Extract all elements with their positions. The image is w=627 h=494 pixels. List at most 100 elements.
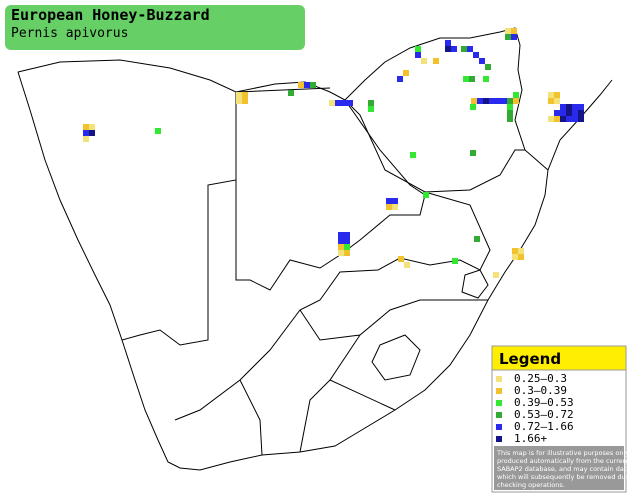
record-cell xyxy=(467,46,473,52)
zimbabwe-border xyxy=(344,99,525,193)
record-cell xyxy=(89,130,95,136)
note-line: This map is for illustrative purposes on… xyxy=(496,449,627,457)
northern-border xyxy=(17,27,549,171)
record-cell xyxy=(463,76,469,82)
record-cell xyxy=(452,258,458,264)
subtitle: Pernis apivorus xyxy=(11,26,128,41)
note-line: SABAP2 database, and may contain datapoi… xyxy=(497,465,627,473)
record-cell xyxy=(507,98,513,104)
namibia-border xyxy=(121,92,237,346)
record-cell xyxy=(483,76,489,82)
legend-swatch xyxy=(496,412,502,418)
record-cell xyxy=(421,58,427,64)
note-line: which will subsequently be removed durin… xyxy=(497,473,627,481)
record-cell xyxy=(479,58,485,64)
record-cell xyxy=(242,92,248,98)
legend-label: 0.72–1.66 xyxy=(514,420,574,433)
record-cell xyxy=(578,116,584,122)
record-cell xyxy=(477,98,483,104)
record-cell xyxy=(155,128,161,134)
record-cell xyxy=(572,110,578,116)
record-cell xyxy=(304,82,310,88)
record-cell xyxy=(368,106,374,112)
record-cell xyxy=(338,238,344,244)
record-cell xyxy=(469,76,475,82)
swaziland xyxy=(461,269,489,299)
record-cell xyxy=(445,40,451,46)
record-cell xyxy=(507,104,513,110)
record-cell xyxy=(507,116,513,122)
record-cell xyxy=(485,64,491,70)
record-cell xyxy=(83,136,89,142)
record-cell xyxy=(415,46,421,52)
record-cell xyxy=(310,82,316,88)
record-cell xyxy=(415,52,421,58)
record-cell xyxy=(513,92,519,98)
botswana-border xyxy=(235,99,426,291)
record-cell xyxy=(512,254,518,260)
record-cell xyxy=(512,248,518,254)
record-cell xyxy=(560,116,566,122)
record-cell xyxy=(507,110,513,116)
record-cell xyxy=(572,116,578,122)
record-cell xyxy=(566,104,572,110)
record-cell xyxy=(451,46,457,52)
record-cell xyxy=(404,262,410,268)
record-cell xyxy=(236,98,242,104)
legend-swatch xyxy=(496,436,502,442)
record-cell xyxy=(505,34,511,40)
record-cell xyxy=(518,254,524,260)
record-cell xyxy=(386,204,392,210)
record-cell xyxy=(548,98,554,104)
record-cell xyxy=(518,248,524,254)
record-cell xyxy=(344,250,350,256)
legend-title: Legend xyxy=(499,350,561,368)
legend-note: This map is for illustrative purposes on… xyxy=(496,449,627,489)
lesotho xyxy=(371,334,421,381)
record-cell xyxy=(578,104,584,110)
record-cell xyxy=(554,110,560,116)
record-cell xyxy=(335,100,341,106)
caprivi xyxy=(235,87,331,93)
note-box xyxy=(494,446,624,490)
record-cell xyxy=(554,116,560,122)
record-cell xyxy=(410,152,416,158)
record-cell xyxy=(566,110,572,116)
record-cell xyxy=(578,110,584,116)
record-cell xyxy=(392,204,398,210)
record-cell xyxy=(288,90,294,96)
record-cell xyxy=(344,232,350,238)
record-cell xyxy=(329,100,335,106)
record-cell xyxy=(474,236,480,242)
record-cell xyxy=(347,100,353,106)
record-cell xyxy=(483,98,489,104)
legend-swatch xyxy=(496,424,502,430)
record-cell xyxy=(493,272,499,278)
records xyxy=(83,28,584,278)
record-cell xyxy=(338,250,344,256)
record-cell xyxy=(445,46,451,52)
record-cell xyxy=(344,244,350,250)
legend-label: 1.66+ xyxy=(514,432,547,445)
title-box xyxy=(5,5,305,50)
record-cell xyxy=(433,58,439,64)
record-cell xyxy=(338,244,344,250)
record-cell xyxy=(560,110,566,116)
record-cell xyxy=(83,124,89,130)
record-cell xyxy=(511,34,517,40)
note-line: produced automatically from the current xyxy=(497,457,627,465)
record-cell xyxy=(473,52,479,58)
legend-swatch xyxy=(496,400,502,406)
record-cell xyxy=(572,104,578,110)
record-cell xyxy=(566,116,572,122)
record-cell xyxy=(511,28,517,34)
legend-entries: 0.25–0.30.3–0.390.39–0.530.53–0.720.72–1… xyxy=(496,372,574,445)
legend-label: 0.3–0.39 xyxy=(514,384,567,397)
record-cell xyxy=(505,28,511,34)
record-cell xyxy=(386,198,392,204)
record-cell xyxy=(489,98,495,104)
record-cell xyxy=(513,98,519,104)
legend-header xyxy=(491,345,627,371)
title: European Honey-Buzzard xyxy=(11,6,210,24)
